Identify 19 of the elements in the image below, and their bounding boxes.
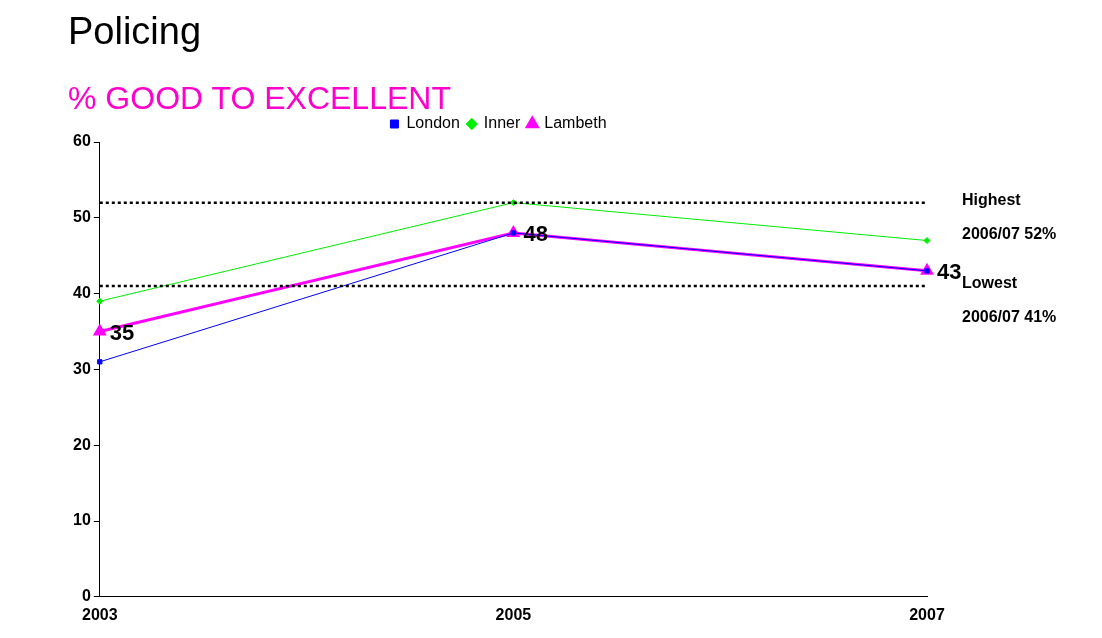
chart-title: Policing bbox=[68, 10, 202, 53]
y-tick-label: 10 bbox=[73, 511, 91, 529]
data-label: 43 bbox=[937, 258, 962, 284]
legend-label: London bbox=[406, 114, 460, 132]
chart-subtitle: % GOOD TO EXCELLENT bbox=[68, 80, 451, 116]
y-tick-label: 60 bbox=[73, 132, 91, 150]
x-tick-label: 2007 bbox=[909, 605, 945, 623]
y-tick-label: 40 bbox=[73, 284, 91, 302]
ref-line-label: Lowest 2006/07 41% bbox=[962, 274, 1057, 326]
legend-label: Lambeth bbox=[544, 114, 607, 132]
x-tick-label: 2005 bbox=[495, 605, 532, 623]
y-tick-label: 0 bbox=[81, 587, 91, 605]
ref-line-label: Highest 2006/07 52% bbox=[962, 191, 1057, 243]
y-tick-label: 50 bbox=[73, 208, 91, 226]
y-tick-label: 30 bbox=[73, 359, 91, 377]
x-tick-label: 2003 bbox=[82, 605, 118, 623]
y-tick-label: 20 bbox=[73, 435, 91, 453]
legend-label: Inner bbox=[483, 114, 521, 132]
data-label: 35 bbox=[109, 319, 135, 345]
